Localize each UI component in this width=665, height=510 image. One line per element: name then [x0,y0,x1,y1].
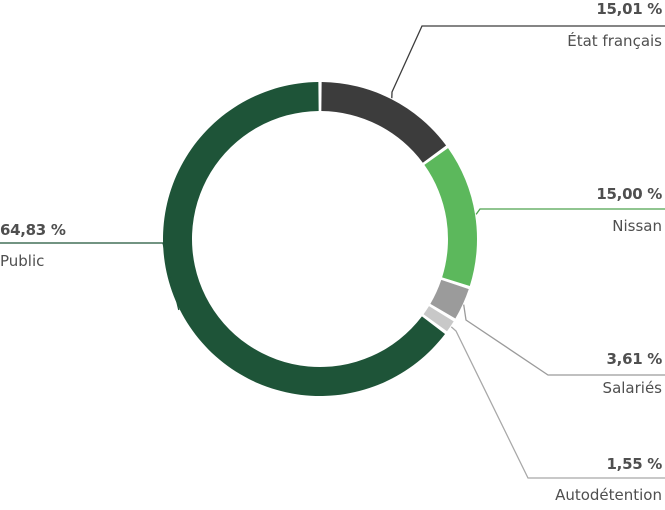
slice-value-autodetention: 1,55 % [607,455,663,473]
slice-label-etat-francais: État français [567,31,662,50]
slice-value-public: 64,83 % [0,221,66,239]
slice-etat-francais [321,82,447,163]
slice-salaries [430,279,469,319]
leader-line-etat-francais [391,25,665,99]
donut-slices [163,82,478,397]
slice-label-autodetention: Autodétention [555,486,662,504]
leader-line-autodetention [450,326,665,479]
slice-label-salaries: Salariés [603,379,663,397]
slice-nissan [424,148,478,287]
slice-label-public: Public [0,252,44,270]
slice-value-etat-francais: 15,01 % [596,0,662,18]
slice-value-nissan: 15,00 % [596,185,662,203]
leader-line-salaries [463,304,665,376]
slice-autodetention [423,306,454,332]
leader-lines [0,25,665,479]
slice-label-nissan: Nissan [612,217,662,235]
leader-line-nissan [475,208,665,215]
leader-line-public [0,242,180,311]
slice-value-salaries: 3,61 % [607,350,663,368]
